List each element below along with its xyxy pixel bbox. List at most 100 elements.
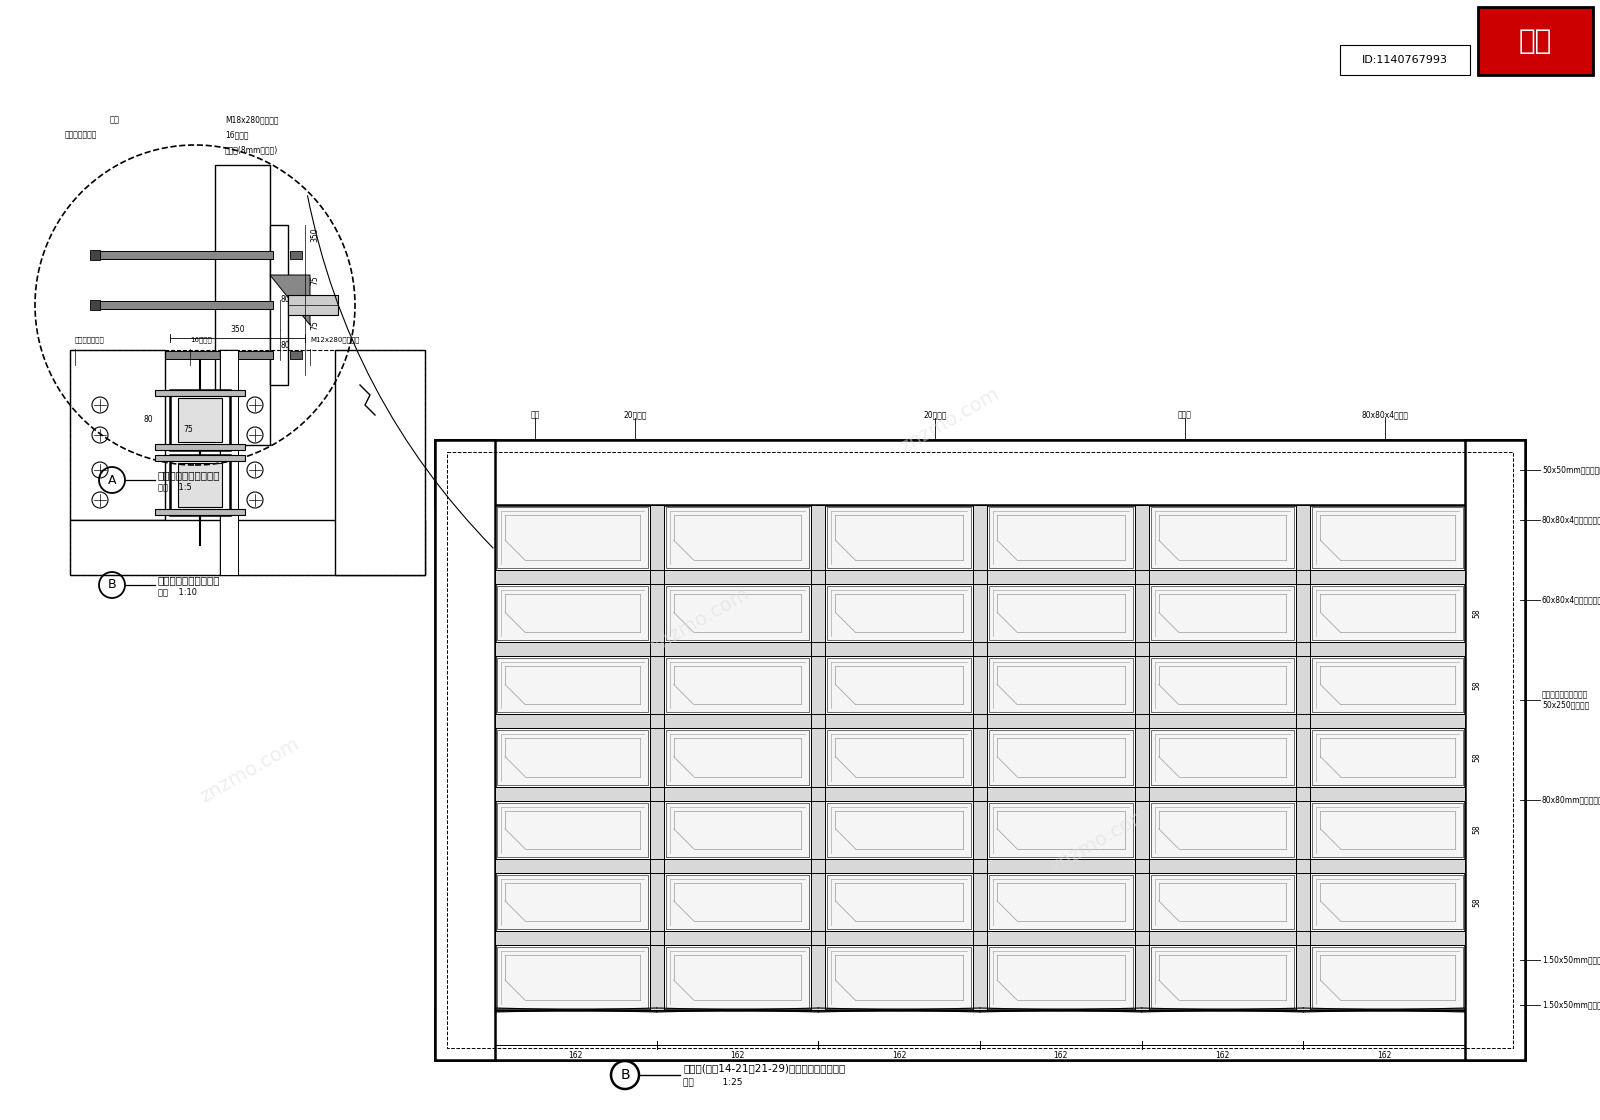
Bar bbox=[650, 505, 664, 1010]
Bar bbox=[1150, 946, 1294, 1008]
Text: 162: 162 bbox=[730, 1051, 744, 1060]
Bar bbox=[290, 251, 302, 259]
Bar bbox=[90, 300, 99, 310]
Bar bbox=[1312, 803, 1462, 857]
Bar bbox=[1341, 45, 1470, 75]
Bar bbox=[494, 570, 1466, 585]
Text: 162: 162 bbox=[568, 1051, 582, 1060]
Bar bbox=[155, 390, 245, 396]
Text: 75: 75 bbox=[310, 320, 320, 330]
Text: 与柱连接处朝向无出入
50x250方方钟管: 与柱连接处朝向无出入 50x250方方钟管 bbox=[1542, 690, 1589, 710]
Bar bbox=[498, 730, 648, 785]
Bar bbox=[827, 659, 971, 712]
Bar bbox=[989, 875, 1133, 928]
Bar bbox=[1296, 505, 1310, 1010]
Bar bbox=[1134, 505, 1149, 1010]
Bar bbox=[435, 440, 1525, 505]
Text: 75: 75 bbox=[182, 426, 192, 435]
Text: 80x80x4方钟管制拆管: 80x80x4方钟管制拆管 bbox=[1542, 515, 1600, 524]
Bar bbox=[498, 946, 648, 1008]
Bar bbox=[989, 586, 1133, 641]
Bar bbox=[214, 165, 270, 445]
Text: znzmo.com: znzmo.com bbox=[898, 384, 1003, 456]
Bar bbox=[90, 250, 99, 260]
Bar bbox=[494, 786, 1466, 801]
Bar bbox=[494, 931, 1466, 945]
Bar bbox=[989, 946, 1133, 1008]
Text: 162: 162 bbox=[891, 1051, 906, 1060]
Bar bbox=[666, 730, 810, 785]
Text: 80x80mm方方钟管冗管: 80x80mm方方钟管冗管 bbox=[1542, 795, 1600, 804]
Bar bbox=[435, 1010, 1525, 1060]
Bar bbox=[494, 570, 1466, 585]
Text: 比例    1:10: 比例 1:10 bbox=[158, 588, 197, 597]
Text: 外墙心材卡沿处: 外墙心材卡沿处 bbox=[75, 337, 104, 344]
Text: 与柱连接处侧面大样图: 与柱连接处侧面大样图 bbox=[158, 470, 221, 480]
Bar bbox=[827, 803, 971, 857]
Bar bbox=[1312, 586, 1462, 641]
Text: M12x280化学锥钉: M12x280化学锥钉 bbox=[310, 337, 360, 344]
Bar bbox=[1312, 875, 1462, 928]
Bar bbox=[498, 875, 648, 928]
Bar bbox=[214, 165, 270, 445]
Bar bbox=[1466, 440, 1525, 1060]
Bar bbox=[290, 301, 302, 309]
Text: 20号槽钓: 20号槽钓 bbox=[624, 411, 646, 420]
Text: 58: 58 bbox=[1472, 681, 1482, 690]
Text: 350: 350 bbox=[230, 326, 245, 335]
Bar bbox=[1150, 730, 1294, 785]
Text: znzmo.com: znzmo.com bbox=[197, 734, 302, 806]
Bar bbox=[435, 440, 494, 1060]
Bar bbox=[827, 946, 971, 1008]
Text: znzmo.com: znzmo.com bbox=[1046, 804, 1154, 876]
Text: 与柱连接处正面大样图: 与柱连接处正面大样图 bbox=[158, 575, 221, 585]
Bar bbox=[666, 507, 810, 568]
Bar bbox=[494, 642, 1466, 656]
Text: A: A bbox=[107, 474, 117, 486]
Text: 1.50x50mm彩彩饰符盐: 1.50x50mm彩彩饰符盐 bbox=[1542, 1000, 1600, 1009]
Bar bbox=[334, 349, 426, 575]
Text: 比例          1:25: 比例 1:25 bbox=[683, 1077, 742, 1086]
Bar bbox=[1150, 507, 1294, 568]
Bar bbox=[155, 508, 245, 515]
Text: 1.50x50mm彩彩饰符盐: 1.50x50mm彩彩饰符盐 bbox=[1542, 955, 1600, 964]
Bar bbox=[1312, 730, 1462, 785]
Bar bbox=[494, 715, 1466, 728]
Bar bbox=[334, 349, 426, 575]
Bar bbox=[178, 463, 222, 507]
Bar bbox=[989, 730, 1133, 785]
Bar bbox=[1296, 505, 1310, 1010]
Text: 原柱: 原柱 bbox=[530, 411, 539, 420]
Bar bbox=[827, 586, 971, 641]
Bar bbox=[498, 659, 648, 712]
Bar bbox=[90, 349, 99, 360]
Bar bbox=[70, 349, 165, 520]
Text: 知未: 知未 bbox=[1518, 27, 1552, 55]
Text: 原柱: 原柱 bbox=[110, 115, 120, 124]
Bar bbox=[494, 786, 1466, 801]
Bar bbox=[1466, 440, 1525, 1060]
Bar bbox=[827, 875, 971, 928]
Bar bbox=[435, 1010, 1525, 1060]
Bar bbox=[666, 946, 810, 1008]
Bar bbox=[650, 505, 664, 1010]
Text: 60x80x4方方钟管制管: 60x80x4方方钟管制管 bbox=[1542, 596, 1600, 605]
Bar bbox=[989, 803, 1133, 857]
Bar bbox=[666, 875, 810, 928]
Bar bbox=[498, 586, 648, 641]
Bar bbox=[221, 349, 238, 575]
Bar bbox=[94, 351, 274, 360]
Bar bbox=[666, 659, 810, 712]
Polygon shape bbox=[270, 276, 310, 325]
Bar bbox=[973, 505, 987, 1010]
Bar bbox=[494, 931, 1466, 945]
Bar bbox=[170, 390, 230, 450]
Text: 20号槽钓: 20号槽钓 bbox=[923, 411, 947, 420]
Text: 162: 162 bbox=[1054, 1051, 1069, 1060]
Text: 58: 58 bbox=[1472, 608, 1482, 618]
Bar bbox=[498, 507, 648, 568]
Text: 比例    1:5: 比例 1:5 bbox=[158, 483, 192, 492]
Text: 58: 58 bbox=[1472, 753, 1482, 763]
Text: 加助板(8mm厕钢板): 加助板(8mm厕钢板) bbox=[226, 146, 278, 155]
Bar bbox=[1312, 659, 1462, 712]
